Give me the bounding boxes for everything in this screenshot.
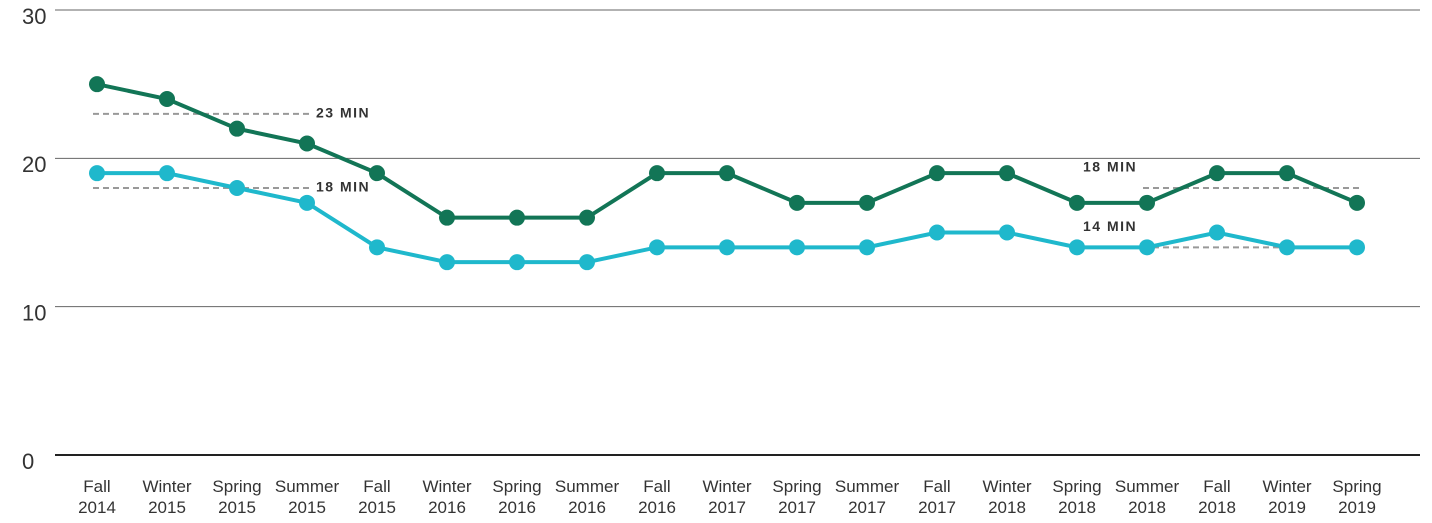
data-point — [1139, 239, 1155, 256]
data-point — [1279, 165, 1295, 182]
data-point — [1349, 239, 1365, 256]
data-point — [439, 254, 455, 271]
data-point — [89, 76, 105, 93]
y-tick-label: 20 — [22, 152, 46, 177]
data-point — [999, 165, 1015, 182]
data-point — [1069, 194, 1085, 211]
x-tick-label: Spring 2015 — [212, 477, 262, 517]
annotation-label: 18 MIN — [316, 179, 370, 195]
data-point — [439, 209, 455, 226]
data-point — [159, 91, 175, 107]
data-point — [649, 165, 665, 182]
x-tick-label: Summer 2017 — [834, 477, 900, 517]
data-point — [859, 194, 875, 211]
x-tick-label: Fall 2015 — [358, 477, 396, 517]
y-tick-label: 10 — [22, 300, 46, 325]
data-point — [929, 165, 945, 182]
data-point — [579, 209, 595, 226]
x-tick-label: Spring 2018 — [1052, 477, 1102, 517]
x-tick-label: Winter 2015 — [142, 477, 192, 517]
data-point — [299, 194, 315, 211]
data-point — [1069, 239, 1085, 256]
data-point — [859, 239, 875, 256]
x-tick-label: Spring 2019 — [1332, 477, 1382, 517]
annotation-label: 23 MIN — [316, 105, 370, 121]
y-tick-label: 0 — [22, 449, 34, 474]
x-tick-label: Summer 2015 — [274, 477, 340, 517]
data-point — [1209, 165, 1225, 182]
x-tick-label: Fall 2014 — [78, 477, 116, 517]
data-point — [1349, 194, 1365, 211]
annotation-label: 18 MIN — [1083, 159, 1137, 175]
data-point — [789, 239, 805, 256]
x-tick-label: Summer 2016 — [554, 477, 620, 517]
data-point — [1209, 224, 1225, 241]
data-point — [1139, 194, 1155, 211]
data-point — [229, 180, 245, 196]
data-point — [929, 224, 945, 241]
x-tick-label: Winter 2017 — [702, 477, 752, 517]
data-point — [299, 135, 315, 152]
data-point — [719, 165, 735, 182]
x-tick-label: Fall 2018 — [1198, 477, 1236, 517]
data-point — [999, 224, 1015, 241]
x-tick-label: Winter 2018 — [982, 477, 1032, 517]
data-point — [369, 239, 385, 256]
data-point — [649, 239, 665, 256]
x-tick-label: Winter 2016 — [422, 477, 472, 517]
data-point — [369, 165, 385, 182]
x-tick-label: Fall 2016 — [638, 477, 676, 517]
x-tick-label: Winter 2019 — [1262, 477, 1312, 517]
x-tick-label: Spring 2016 — [492, 477, 542, 517]
data-point — [159, 165, 175, 182]
data-point — [229, 120, 245, 137]
annotation-label: 14 MIN — [1083, 218, 1137, 234]
y-tick-label: 30 — [22, 4, 46, 29]
data-point — [579, 254, 595, 271]
data-point — [1279, 239, 1295, 256]
x-tick-label: Spring 2017 — [772, 477, 822, 517]
data-point — [89, 165, 105, 182]
x-tick-label: Fall 2017 — [918, 477, 956, 517]
data-point — [509, 254, 525, 271]
data-point — [789, 194, 805, 211]
data-point — [719, 239, 735, 256]
x-tick-label: Summer 2018 — [1114, 477, 1180, 517]
data-point — [509, 209, 525, 226]
